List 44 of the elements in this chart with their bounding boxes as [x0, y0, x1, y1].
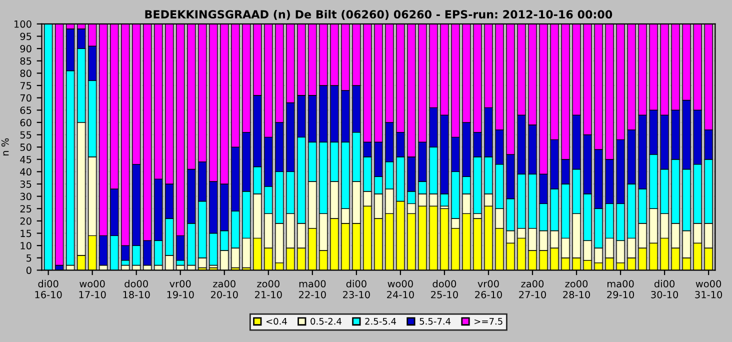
y-tick-label: 5	[26, 254, 32, 262]
x-tick-label: wo00 31-10	[695, 280, 722, 298]
legend-label: 5.5-7.4	[420, 318, 451, 325]
x-tick-label: di00 16-10	[35, 280, 62, 298]
y-tick-label: 70	[20, 94, 32, 102]
y-tick-label: 45	[20, 156, 32, 164]
x-tick-label: za00 20-10	[210, 280, 238, 298]
legend-label: 0.5-2.4	[310, 318, 342, 325]
x-tick-label: vr00 26-10	[475, 280, 502, 298]
x-tick-label: di00 23-10	[343, 280, 370, 298]
y-tick-label: 10	[20, 242, 32, 250]
x-tick-label: do00 18-10	[123, 280, 150, 298]
x-tick-label: zo00 28-10	[563, 280, 590, 298]
y-tick-label: 60	[20, 118, 32, 126]
x-tick-label: ma00 29-10	[607, 280, 634, 298]
y-tick-label: 40	[20, 168, 32, 176]
y-tick-label: 20	[20, 217, 32, 225]
legend-label: >=7.5	[474, 318, 502, 325]
x-tick-label: wo00 24-10	[387, 280, 414, 298]
y-tick-label: 55	[20, 131, 32, 139]
y-tick-label: 30	[20, 192, 32, 200]
x-tick-label: vr00 19-10	[167, 280, 194, 298]
y-tick-label: 25	[20, 205, 32, 212]
x-tick-label: wo00 17-10	[79, 280, 106, 298]
y-tick-label: 95	[20, 32, 32, 40]
x-tick-label: za00 27-10	[519, 280, 546, 298]
x-tick-label: ma00 22-10	[299, 280, 326, 298]
y-tick-label: 35	[20, 180, 32, 188]
x-tick-label: di00 30-10	[651, 280, 678, 298]
chart-title: BEDEKKINGSGRAAD (n) De Bilt (06260) 06260 - EPS-run: 2012-10-16 00:00	[145, 10, 612, 20]
legend-label: <0.4	[266, 318, 287, 325]
y-tick-label: 90	[20, 45, 32, 52]
y-tick-label: 50	[20, 144, 32, 151]
y-tick-label: 75	[20, 82, 32, 90]
y-tick-label: 100	[14, 20, 32, 28]
y-tick-label: 85	[20, 57, 32, 65]
x-tick-label: zo00 21-10	[254, 280, 282, 298]
x-tick-label: do00 25-10	[431, 280, 458, 298]
y-tick-label: 65	[20, 106, 32, 114]
y-axis-title: n %	[1, 138, 9, 156]
legend-label: 2.5-5.4	[365, 318, 396, 325]
y-tick-label: 15	[20, 230, 32, 238]
y-tick-label: 80	[20, 70, 32, 78]
y-tick-label: 0	[26, 266, 32, 274]
